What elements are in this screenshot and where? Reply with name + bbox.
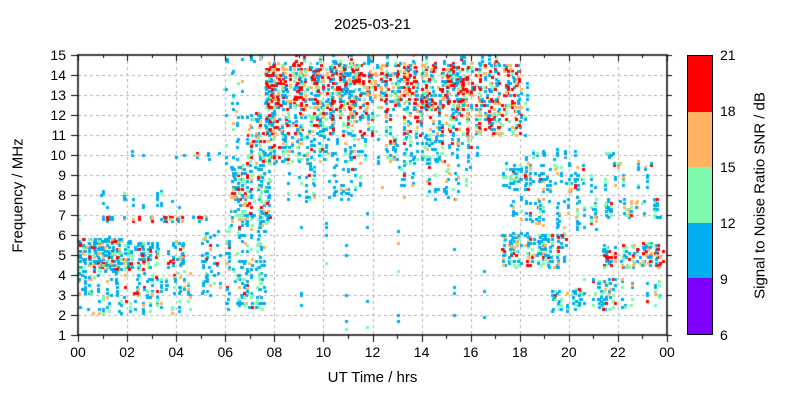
y-tick-label: 6 bbox=[58, 227, 66, 243]
y-tick-label: 4 bbox=[58, 267, 66, 283]
colorbar-band-purple bbox=[688, 278, 712, 334]
y-tick-label: 5 bbox=[58, 247, 66, 263]
x-tick-label: 02 bbox=[119, 344, 135, 360]
x-tick-label: 08 bbox=[266, 344, 283, 360]
y-tick-label: 10 bbox=[50, 147, 66, 163]
colorbar bbox=[687, 55, 713, 335]
x-tick-label: 00 bbox=[659, 344, 675, 360]
x-tick-label: 14 bbox=[413, 344, 430, 360]
y-tick-label: 7 bbox=[58, 207, 66, 223]
y-tick-label: 1 bbox=[58, 327, 66, 343]
y-tick-label: 12 bbox=[50, 107, 66, 123]
y-tick-label: 9 bbox=[58, 167, 66, 183]
colorbar-tick-label: 12 bbox=[720, 215, 736, 231]
y-tick-label: 2 bbox=[58, 307, 66, 323]
y-tick-label: 13 bbox=[50, 87, 66, 103]
colorbar-label: Signal to Noise Ratio SNR / dB bbox=[751, 92, 769, 299]
colorbar-band-blue bbox=[688, 222, 712, 279]
y-axis-label: Frequency / MHz bbox=[9, 138, 27, 253]
y-tick-label: 8 bbox=[58, 187, 66, 203]
x-tick-label: 22 bbox=[610, 344, 626, 360]
x-tick-label: 00 bbox=[70, 344, 86, 360]
x-tick-label: 04 bbox=[168, 344, 184, 360]
x-tick-label: 18 bbox=[511, 344, 528, 360]
x-tick-label: 10 bbox=[315, 344, 332, 360]
colorbar-tick-label: 15 bbox=[720, 159, 736, 175]
colorbar-tick-label: 6 bbox=[720, 327, 728, 343]
x-tick-label: 16 bbox=[462, 344, 479, 360]
colorbar-tick-label: 9 bbox=[720, 271, 728, 287]
y-tick-label: 3 bbox=[58, 287, 66, 303]
colorbar-band-green bbox=[688, 167, 712, 223]
x-tick-label: 06 bbox=[217, 344, 234, 360]
colorbar-tick-label: 18 bbox=[720, 103, 736, 119]
y-tick-label: 15 bbox=[50, 47, 66, 63]
x-axis-label: UT Time / hrs bbox=[327, 369, 418, 386]
colorbar-band-red bbox=[688, 56, 712, 112]
x-tick-label: 20 bbox=[561, 344, 577, 360]
y-tick-label: 14 bbox=[50, 67, 66, 83]
x-tick-label: 12 bbox=[364, 344, 381, 360]
y-tick-label: 11 bbox=[51, 127, 66, 143]
colorbar-band-orange bbox=[688, 111, 712, 168]
colorbar-tick-label: 21 bbox=[720, 47, 736, 63]
